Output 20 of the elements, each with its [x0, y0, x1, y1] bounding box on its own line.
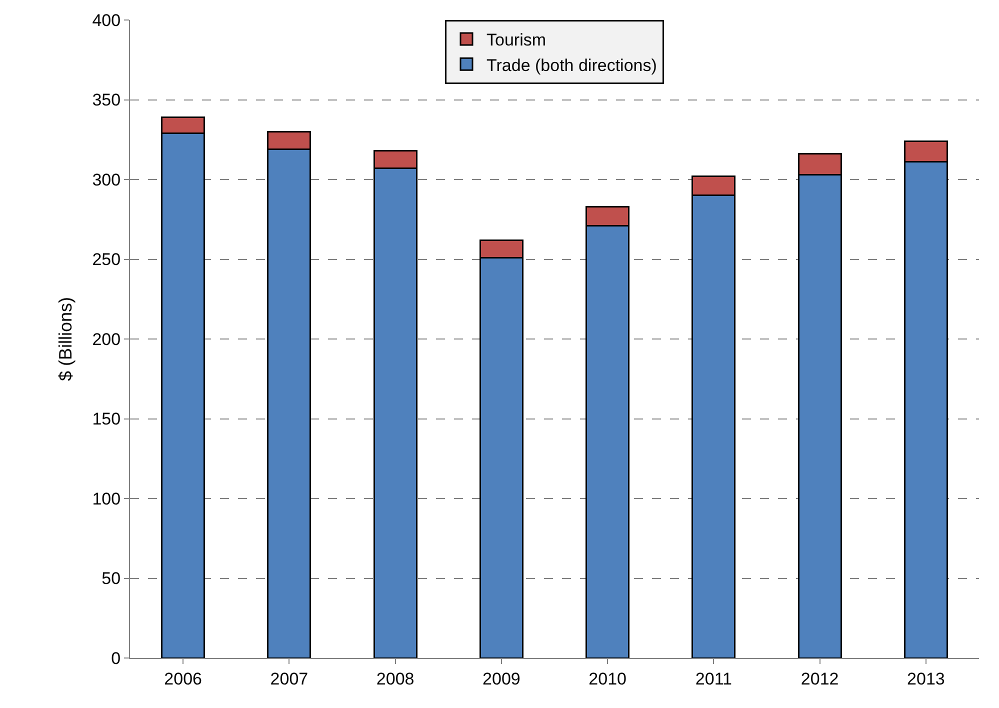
- x-tick-label: 2010: [588, 669, 626, 688]
- x-tick-label: 2006: [164, 669, 202, 688]
- y-tick-label: 0: [111, 648, 121, 668]
- y-tick-label: 350: [92, 90, 121, 110]
- y-axis-title: $ (Billions): [55, 296, 76, 382]
- x-tick-label: 2011: [695, 669, 732, 688]
- x-tick-label: 2007: [270, 669, 308, 688]
- y-tick-label: 300: [92, 170, 121, 190]
- x-tick-label: 2008: [376, 669, 414, 688]
- x-tick-label: 2012: [800, 669, 839, 688]
- legend-label: Tourism: [486, 30, 546, 50]
- x-tick-label: 2013: [907, 669, 945, 688]
- y-tick-label: 50: [102, 569, 121, 588]
- y-tick-label: 200: [92, 330, 121, 349]
- x-tick-label: 2009: [482, 669, 520, 688]
- legend-label: Trade (both directions): [486, 56, 657, 75]
- y-tick-label: 250: [92, 250, 121, 270]
- y-tick-label: 400: [92, 10, 121, 30]
- y-tick-label: 150: [92, 410, 121, 429]
- y-tick-label: 100: [92, 489, 121, 508]
